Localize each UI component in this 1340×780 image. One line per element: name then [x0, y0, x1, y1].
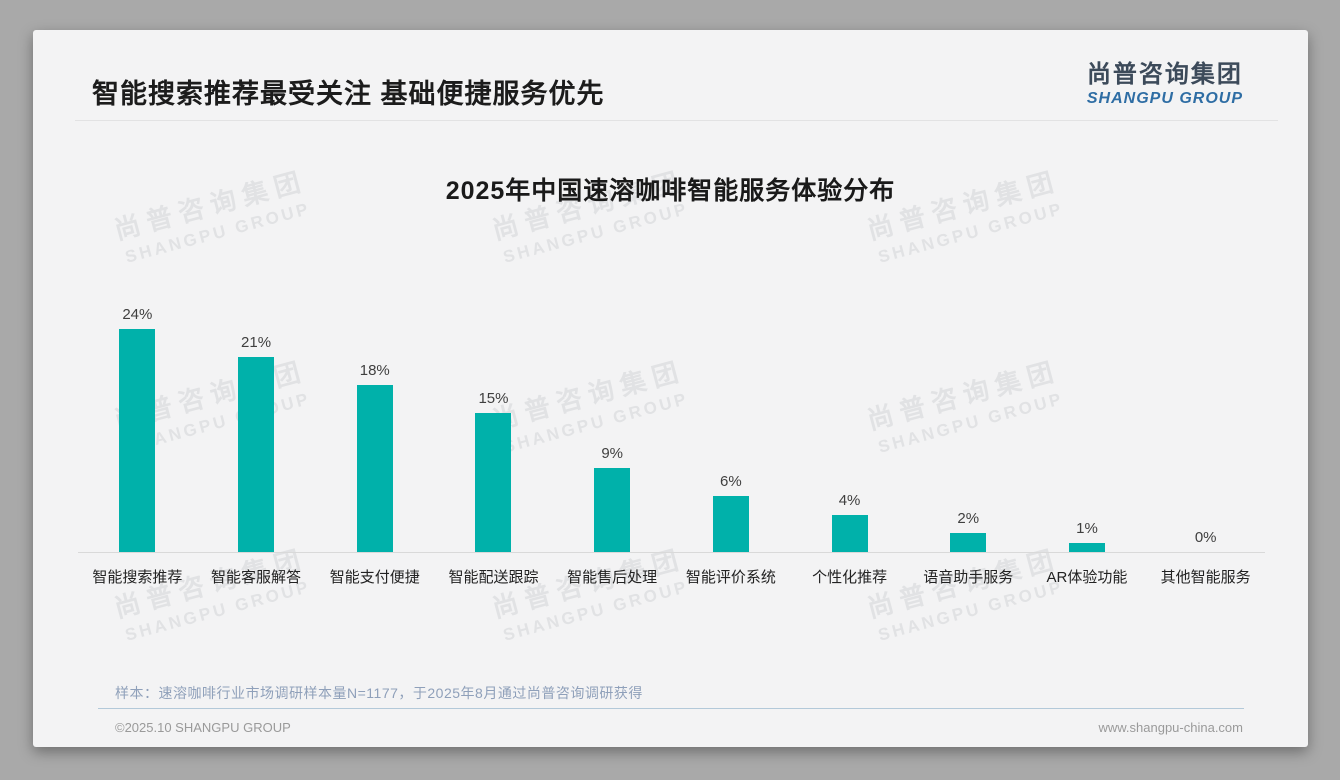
bar [712, 496, 749, 552]
bar-category-label: 智能售后处理 [567, 569, 658, 586]
bar-value-label: 9% [601, 445, 623, 463]
bar [594, 468, 631, 552]
bar [475, 412, 512, 552]
bar-category-label: 智能搜索推荐 [92, 569, 183, 586]
bar-value-label: 21% [241, 333, 272, 351]
bar-value-label: 1% [1076, 519, 1098, 537]
bar-category-label: 智能评价系统 [685, 569, 776, 586]
logo-chinese-text: 尚普咨询集团 [1086, 61, 1243, 88]
bar-column: 1% [1028, 303, 1147, 552]
bar-value-label: 2% [957, 510, 980, 528]
bar-column: 9% [553, 303, 672, 552]
bar-category-label: 个性化推荐 [812, 569, 888, 586]
bar-column: 21% [197, 303, 316, 552]
bar-column: 6% [672, 303, 791, 552]
header: 智能搜索推荐最受关注 基础便捷服务优先 尚普咨询集团 SHANGPU GROUP [75, 30, 1278, 121]
bar [356, 384, 393, 552]
bar-category-label: 智能支付便捷 [329, 569, 420, 586]
bar [831, 514, 868, 552]
bar-category-label: 语音助手服务 [923, 569, 1014, 586]
bar-value-label: 4% [838, 491, 861, 509]
bar-value-label: 24% [122, 305, 153, 323]
bar-column: 24% [78, 303, 197, 552]
bar-value-label: 18% [359, 361, 390, 379]
bar [950, 533, 987, 552]
bar-column: 18% [315, 303, 434, 552]
bar-column: 15% [434, 303, 553, 552]
chart-title: 2025年中国速溶咖啡智能服务体验分布 [445, 177, 896, 205]
company-logo: 尚普咨询集团 SHANGPU GROUP [1087, 54, 1243, 108]
footer-divider [98, 708, 1244, 709]
bar-column: 2% [909, 303, 1028, 552]
copyright-text: ©2025.10 SHANGPU GROUP [115, 720, 291, 735]
website-url: www.shangpu-china.com [1098, 720, 1243, 735]
page-title: 智能搜索推荐最受关注 基础便捷服务优先 [92, 79, 605, 109]
bar [238, 356, 275, 552]
bar-value-label: 6% [720, 473, 742, 491]
bar-category-label: 智能配送跟踪 [448, 569, 539, 586]
bar-category-label: 其他智能服务 [1160, 569, 1251, 586]
logo-english-text: SHANGPU GROUP [1086, 90, 1243, 107]
bar [119, 328, 156, 552]
bar-value-label: 0% [1194, 529, 1217, 546]
bar-column: 4% [790, 303, 909, 552]
bar-column: 0% [1146, 303, 1265, 552]
bar-category-label: 智能客服解答 [211, 569, 302, 586]
slide-card: 尚普咨询集团 SHANGPU GROUP 尚普咨询集团 SHANGPU GROUP 尚普… [33, 30, 1308, 747]
bar-category-label: AR体验功能 [1046, 569, 1128, 586]
x-axis-category-labels: 智能搜索推荐 智能客服解答 智能支付便捷 智能配送跟踪 智能售后处理 智能评价系统 个性化推… [78, 554, 1265, 587]
bar-value-label: 15% [478, 389, 509, 407]
sample-footnote: 样本：速溶咖啡行业市场调研样本量N=1177，于2025年8月通过尚普咨询调研获… [115, 685, 643, 701]
bar-chart-plot: 24% 21% 18% 15% 9% 6% 4% 2% 1% 0% [78, 303, 1265, 553]
bar [1068, 542, 1105, 552]
